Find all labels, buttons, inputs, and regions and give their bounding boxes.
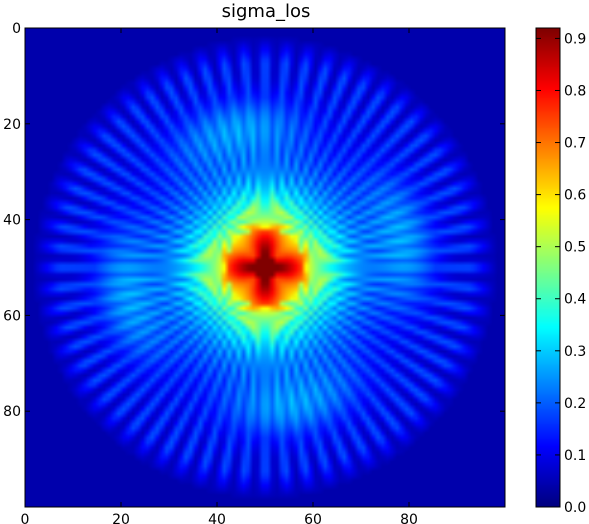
colorbar: 0.0 0.1 0.2 0.3 0.4 0.5 0.6 0.7 0.8 0.9	[535, 27, 586, 516]
y-tick-label: 40	[3, 213, 21, 229]
x-tick-label: 0	[21, 512, 30, 524]
y-axis: 0 20 40 60 80	[3, 21, 505, 420]
colorbar-tick-label: 0.9	[564, 31, 586, 47]
x-tick-label: 40	[208, 512, 226, 524]
x-axis: 0 20 40 60 80	[21, 28, 418, 524]
colorbar-tick-label: 0.2	[564, 396, 586, 412]
colorbar-axis: 0.0 0.1 0.2 0.3 0.4 0.5 0.6 0.7 0.8 0.9	[536, 31, 586, 516]
x-tick-label: 80	[400, 512, 418, 524]
colorbar-tick-label: 0.7	[564, 136, 586, 152]
heatmap-image	[25, 28, 505, 507]
y-tick-label: 60	[3, 308, 21, 324]
colorbar-tick-label: 0.4	[564, 292, 586, 308]
colorbar-tick-label: 0.3	[564, 344, 586, 360]
colorbar-tick-label: 0.6	[564, 188, 586, 204]
colorbar-frame	[535, 27, 561, 508]
colorbar-tick-label: 0.8	[564, 83, 586, 99]
colorbar-gradient	[536, 28, 560, 507]
y-tick-label: 0	[12, 21, 21, 37]
y-tick-label: 80	[3, 404, 21, 420]
heatmap-plot: 0 20 40 60 80 0 20 40 60 80	[3, 21, 506, 524]
x-tick-label: 60	[304, 512, 322, 524]
plot-frame	[24, 27, 506, 508]
chart-title: sigma_los	[222, 1, 311, 22]
colorbar-tick-label: 0.0	[564, 500, 586, 516]
y-tick-label: 20	[3, 117, 21, 133]
colorbar-tick-label: 0.1	[564, 448, 586, 464]
x-tick-label: 20	[112, 512, 130, 524]
colorbar-tick-label: 0.5	[564, 240, 586, 256]
